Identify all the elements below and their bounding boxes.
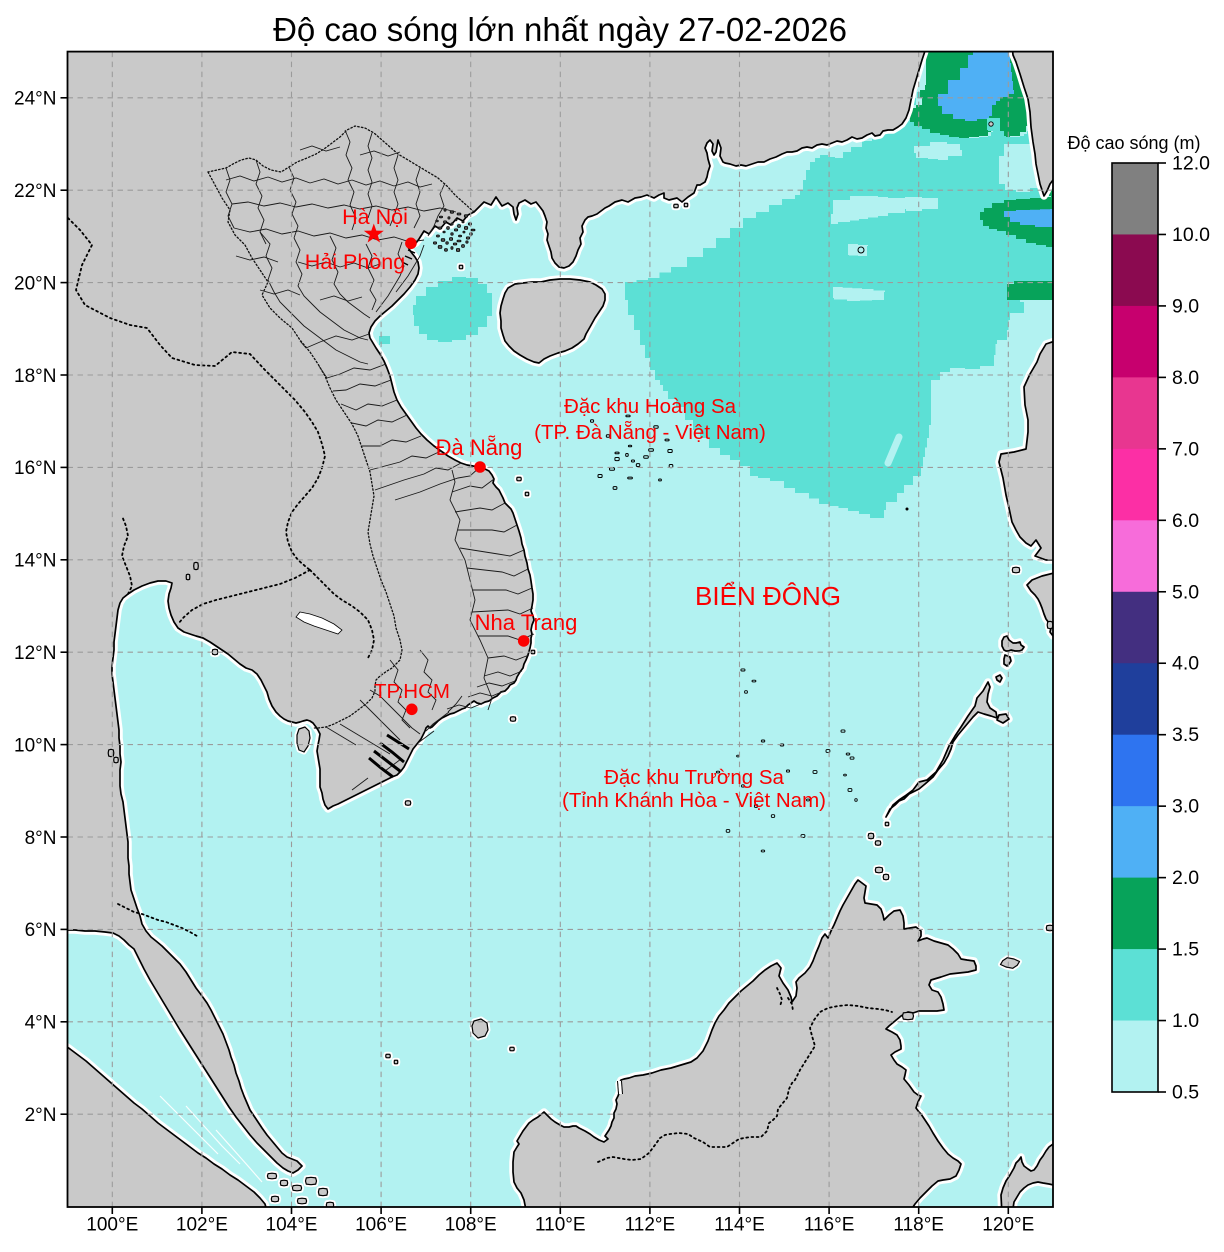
svg-text:8.0: 8.0 — [1172, 367, 1199, 389]
svg-text:Độ cao sóng (m): Độ cao sóng (m) — [1067, 133, 1200, 153]
svg-text:5.0: 5.0 — [1172, 581, 1199, 603]
svg-text:114°E: 114°E — [714, 1215, 765, 1236]
svg-text:6.0: 6.0 — [1172, 510, 1199, 532]
svg-text:2.0: 2.0 — [1172, 867, 1199, 889]
svg-text:BIỂN ĐÔNG: BIỂN ĐÔNG — [695, 581, 841, 611]
svg-text:12.0: 12.0 — [1172, 153, 1210, 175]
svg-text:14°N: 14°N — [14, 551, 56, 572]
svg-text:120°E: 120°E — [982, 1215, 1034, 1236]
svg-text:Hải Phòng: Hải Phòng — [305, 250, 405, 274]
svg-text:TP.HCM: TP.HCM — [374, 680, 450, 703]
svg-text:18°N: 18°N — [14, 366, 56, 387]
svg-text:Hà Nội: Hà Nội — [342, 205, 408, 229]
svg-text:116°E: 116°E — [804, 1215, 855, 1236]
svg-text:22°N: 22°N — [14, 181, 56, 202]
svg-text:1.0: 1.0 — [1172, 1010, 1199, 1032]
svg-text:104°E: 104°E — [266, 1215, 318, 1236]
svg-text:108°E: 108°E — [445, 1215, 497, 1236]
svg-text:3.0: 3.0 — [1172, 796, 1199, 818]
svg-text:6°N: 6°N — [25, 920, 57, 941]
svg-text:Đặc khu Trường Sa: Đặc khu Trường Sa — [604, 766, 784, 789]
svg-text:9.0: 9.0 — [1172, 295, 1199, 317]
svg-text:24°N: 24°N — [14, 89, 56, 110]
svg-text:4°N: 4°N — [25, 1013, 57, 1034]
svg-text:10.0: 10.0 — [1172, 224, 1210, 246]
svg-text:4.0: 4.0 — [1172, 653, 1199, 675]
svg-text:112°E: 112°E — [625, 1215, 676, 1236]
svg-text:7.0: 7.0 — [1172, 438, 1199, 460]
svg-text:0.5: 0.5 — [1172, 1082, 1199, 1104]
svg-text:(TP. Đà Nẵng - Việt Nam): (TP. Đà Nẵng - Việt Nam) — [534, 421, 766, 444]
svg-text:118°E: 118°E — [893, 1215, 944, 1236]
svg-text:110°E: 110°E — [535, 1215, 586, 1236]
svg-text:12°N: 12°N — [14, 643, 56, 664]
svg-text:Độ cao sóng lớn nhất ngày 27-0: Độ cao sóng lớn nhất ngày 27-02-2026 — [273, 11, 847, 48]
svg-text:Đà Nẵng: Đà Nẵng — [436, 435, 523, 460]
svg-text:2°N: 2°N — [25, 1105, 57, 1126]
svg-text:Nha Trang: Nha Trang — [475, 610, 578, 635]
svg-text:16°N: 16°N — [14, 458, 56, 479]
svg-text:106°E: 106°E — [355, 1215, 407, 1236]
svg-text:1.5: 1.5 — [1172, 939, 1199, 961]
svg-text:102°E: 102°E — [176, 1215, 228, 1236]
svg-text:(Tỉnh Khánh Hòa - Việt Nam): (Tỉnh Khánh Hòa - Việt Nam) — [562, 789, 826, 812]
svg-text:Đặc khu Hoàng Sa: Đặc khu Hoàng Sa — [564, 395, 737, 418]
svg-text:8°N: 8°N — [25, 828, 57, 849]
svg-text:10°N: 10°N — [14, 735, 56, 756]
svg-text:20°N: 20°N — [14, 273, 56, 294]
svg-text:100°E: 100°E — [86, 1215, 138, 1236]
svg-text:3.5: 3.5 — [1172, 724, 1199, 746]
